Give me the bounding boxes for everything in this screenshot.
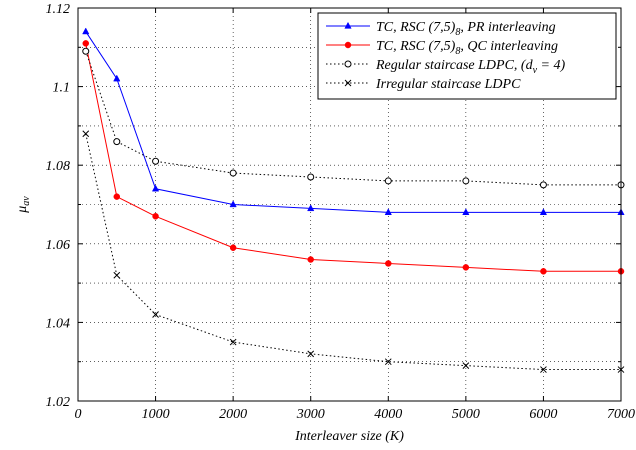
series-0 bbox=[82, 27, 625, 216]
data-point-x bbox=[462, 362, 470, 369]
series-3 bbox=[82, 130, 625, 373]
legend-label: Regular staircase LDPC, (dv = 4) bbox=[375, 58, 565, 76]
y-tick-label: 1.1 bbox=[53, 81, 71, 96]
data-point-triangle bbox=[82, 27, 90, 35]
data-point-open-circle bbox=[344, 60, 352, 68]
legend-label: Irregular staircase LDPC bbox=[375, 77, 521, 92]
data-point-x bbox=[229, 338, 237, 346]
y-tick-label: 1.08 bbox=[46, 159, 71, 174]
series-layer bbox=[82, 27, 625, 373]
data-point-x-stroke bbox=[462, 362, 470, 369]
data-point-open-circle bbox=[152, 157, 160, 165]
data-point-open-circle bbox=[539, 181, 547, 189]
data-point-triangle bbox=[344, 21, 352, 29]
y-tick-label: 1.12 bbox=[46, 2, 71, 17]
x-tick-label: 1000 bbox=[142, 407, 170, 422]
x-tick-label: 3000 bbox=[296, 407, 325, 422]
x-tick-label: 0 bbox=[75, 407, 82, 422]
y-tick-label: 1.02 bbox=[46, 395, 71, 410]
x-tick-label: 7000 bbox=[607, 407, 635, 422]
data-point-x-stroke bbox=[152, 311, 159, 318]
legend-item: TC, RSC (7,5)8, QC interleaving bbox=[326, 39, 558, 57]
data-point-triangle bbox=[307, 204, 315, 212]
data-point-x bbox=[384, 358, 392, 366]
legend-label: TC, RSC (7,5)8, QC interleaving bbox=[376, 39, 558, 57]
data-point-x-stroke bbox=[344, 79, 352, 87]
data-point-open-circle bbox=[384, 177, 392, 185]
legend-label-text: TC, RSC (7,5) bbox=[376, 20, 456, 35]
x-axis-label: Interleaver size (K) bbox=[294, 429, 404, 444]
data-point-filled-circle bbox=[540, 268, 547, 275]
legend-item: Regular staircase LDPC, (dv = 4) bbox=[326, 58, 565, 76]
data-point-filled-circle bbox=[385, 260, 392, 267]
data-point-open-circle bbox=[462, 177, 470, 185]
data-point-x bbox=[344, 79, 352, 87]
data-point-filled-circle bbox=[152, 213, 159, 220]
data-point-x-stroke bbox=[113, 271, 121, 279]
data-point-open-circle bbox=[307, 173, 315, 181]
legend-label-text: , PR interleaving bbox=[460, 20, 555, 35]
data-point-x bbox=[152, 311, 159, 318]
data-point-x-stroke bbox=[307, 350, 315, 358]
legend-item: TC, RSC (7,5)8, PR interleaving bbox=[326, 20, 556, 38]
data-point-x bbox=[307, 350, 315, 358]
legend-label-text: Regular staircase LDPC, (d bbox=[375, 58, 534, 73]
legend-label-subscript: v bbox=[533, 65, 538, 76]
data-point-filled-circle bbox=[307, 256, 314, 263]
legend-box bbox=[317, 12, 617, 100]
data-point-triangle bbox=[539, 208, 548, 216]
data-point-x bbox=[113, 271, 121, 279]
legend-label: TC, RSC (7,5)8, PR interleaving bbox=[376, 20, 556, 38]
data-point-triangle bbox=[151, 184, 160, 192]
y-tick-label: 1.06 bbox=[46, 238, 71, 253]
data-point-open-circle bbox=[229, 169, 237, 177]
data-point-filled-circle bbox=[82, 40, 90, 47]
data-point-x bbox=[540, 366, 547, 373]
x-tick-label: 6000 bbox=[529, 407, 557, 422]
data-point-x-stroke bbox=[82, 130, 90, 138]
data-point-filled-circle bbox=[462, 264, 470, 271]
data-point-triangle bbox=[113, 74, 121, 82]
data-point-filled-circle bbox=[344, 41, 352, 49]
y-axis-label-subscript: av bbox=[21, 196, 32, 206]
data-point-triangle bbox=[229, 200, 237, 208]
y-axis-label-main: μ bbox=[15, 206, 30, 214]
series-1 bbox=[82, 40, 625, 275]
series-2 bbox=[82, 47, 625, 189]
legend-label-subscript: 8 bbox=[455, 46, 460, 57]
data-point-filled-circle bbox=[113, 193, 121, 200]
data-point-open-circle bbox=[82, 47, 90, 55]
y-tick-label: 1.04 bbox=[46, 316, 71, 331]
x-tick-label: 2000 bbox=[219, 407, 247, 422]
data-point-x-stroke bbox=[384, 358, 392, 366]
ticks: 0 1000 2000 3000 4000 5000 6000 7000 1.02 1.04 1.0… bbox=[46, 2, 636, 422]
y-axis-label: μav bbox=[15, 196, 32, 214]
x-tick-label: 5000 bbox=[452, 407, 480, 422]
legend-item: Irregular staircase LDPC bbox=[326, 77, 521, 92]
data-point-filled-circle bbox=[229, 244, 237, 251]
legend-label-subscript: 8 bbox=[455, 27, 460, 38]
series-line bbox=[85, 133, 621, 371]
data-point-triangle bbox=[462, 208, 470, 216]
data-point-open-circle bbox=[113, 138, 121, 146]
x-tick-label: 4000 bbox=[374, 407, 402, 422]
legend-label-text: , QC interleaving bbox=[460, 39, 558, 54]
data-point-triangle bbox=[384, 208, 392, 216]
data-point-x-stroke bbox=[229, 338, 237, 346]
legend-label-text: Irregular staircase LDPC bbox=[375, 77, 521, 92]
legend-label-text: = 4) bbox=[537, 58, 565, 73]
data-point-x-stroke bbox=[540, 366, 547, 373]
data-point-x bbox=[82, 130, 90, 138]
legend-label-text: TC, RSC (7,5) bbox=[376, 39, 456, 54]
